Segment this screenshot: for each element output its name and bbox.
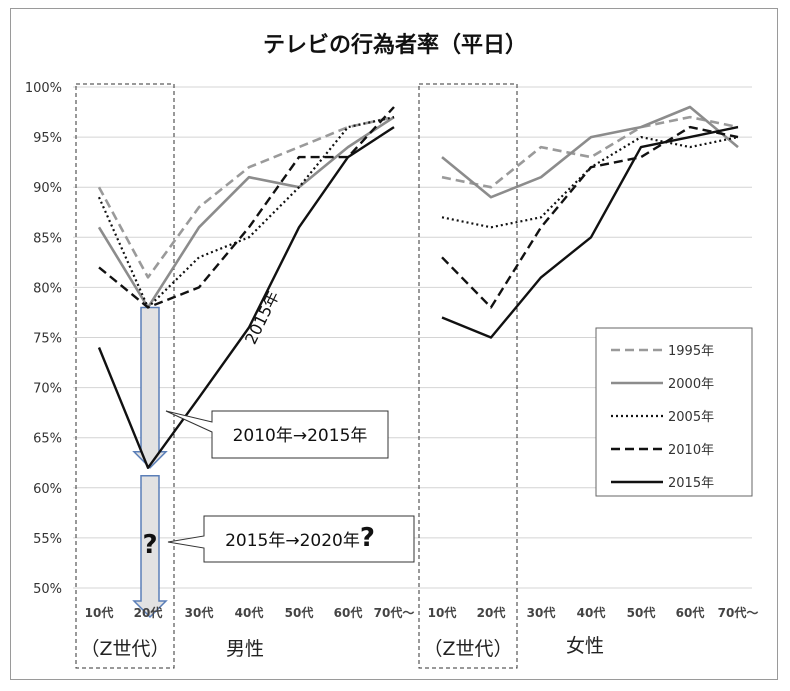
x-axis-categories: 10代 10代 20代 20代 30代 30代 40代 40代 50代 50代 60代 60代 70代～… bbox=[80, 605, 758, 660]
series-line-2010-female bbox=[441, 125, 739, 309]
x-category-label-female: 30代 bbox=[527, 605, 556, 620]
callout-question-mark: ? bbox=[360, 523, 375, 553]
change-arrow-2015-2020 bbox=[132, 475, 168, 619]
legend-label: 1995年 bbox=[668, 344, 714, 359]
legend-label: 2010年 bbox=[668, 443, 714, 458]
x-category-label-female: 50代 bbox=[627, 605, 656, 620]
y-tick-label: 75% bbox=[33, 332, 62, 347]
x-category-label-male: 40代 bbox=[235, 605, 264, 620]
z-generation-label-female: （Z世代） bbox=[423, 638, 512, 660]
y-axis-ticks: 50% 55% 60% 65% 70% 75% 80% 85% 90% 95% 100% bbox=[25, 81, 62, 597]
series-line-1995-male bbox=[97, 115, 395, 279]
y-tick-label: 60% bbox=[33, 482, 62, 497]
z-generation-box-male bbox=[75, 83, 175, 669]
legend-box bbox=[595, 327, 753, 497]
legend-label: 2000年 bbox=[668, 377, 714, 392]
legend-label: 2005年 bbox=[668, 410, 714, 425]
y-tick-label: 85% bbox=[33, 231, 62, 246]
legend-label: 2015年 bbox=[668, 476, 714, 491]
callout-text-1: 2010年→2015年 bbox=[233, 426, 368, 446]
x-category-label-female: 60代 bbox=[676, 605, 705, 620]
series-line-2000-female bbox=[441, 105, 739, 199]
x-category-label-male: 70代～ bbox=[374, 605, 415, 620]
x-category-label-male: 20代 bbox=[134, 605, 163, 620]
x-category-label-female: 20代 bbox=[477, 605, 506, 620]
x-category-label-female: 70代～ bbox=[718, 605, 759, 620]
y-tick-label: 70% bbox=[33, 382, 62, 397]
y-tick-label: 55% bbox=[33, 532, 62, 547]
callout-box-1 bbox=[165, 410, 389, 459]
series-line-2015-female bbox=[441, 125, 739, 339]
series-line-1995-female bbox=[441, 115, 739, 189]
group-label-male: 男性 bbox=[226, 638, 264, 660]
callout-box-2 bbox=[167, 515, 415, 563]
y-tick-label: 100% bbox=[25, 81, 62, 96]
z-generation-box-female bbox=[418, 83, 518, 669]
z-generation-boxes bbox=[75, 83, 518, 669]
series-line-2010-male bbox=[98, 106, 395, 309]
y-tick-label: 95% bbox=[33, 131, 62, 146]
chart-title: テレビの行為者率（平日） bbox=[263, 32, 527, 58]
chart-frame bbox=[10, 8, 778, 680]
y-tick-label: 65% bbox=[33, 432, 62, 447]
z-generation-label-male: （Z世代） bbox=[80, 638, 169, 660]
x-category-label-male: 60代 bbox=[334, 605, 363, 620]
series-line-2000-male bbox=[97, 116, 395, 309]
series-label-2015: 2015年 bbox=[241, 288, 283, 347]
change-arrow-2010-2015 bbox=[132, 306, 168, 469]
legend: 1995年 2000年 2005年 2010年 2015年 bbox=[595, 327, 753, 497]
x-category-label-male: 50代 bbox=[285, 605, 314, 620]
x-category-label-male: 10代 bbox=[85, 605, 114, 620]
series-line-2005-female bbox=[441, 136, 739, 229]
change-arrows: ? bbox=[132, 306, 168, 619]
series-line-2015-male bbox=[97, 126, 395, 469]
y-tick-label: 80% bbox=[33, 281, 62, 296]
group-label-female: 女性 bbox=[566, 635, 604, 657]
x-category-label-male: 30代 bbox=[185, 605, 214, 620]
y-tick-label: 50% bbox=[33, 582, 62, 597]
x-category-label-female: 40代 bbox=[577, 605, 606, 620]
y-tick-label: 90% bbox=[33, 181, 62, 196]
x-category-label-female: 10代 bbox=[428, 605, 457, 620]
question-mark: ? bbox=[142, 530, 157, 560]
